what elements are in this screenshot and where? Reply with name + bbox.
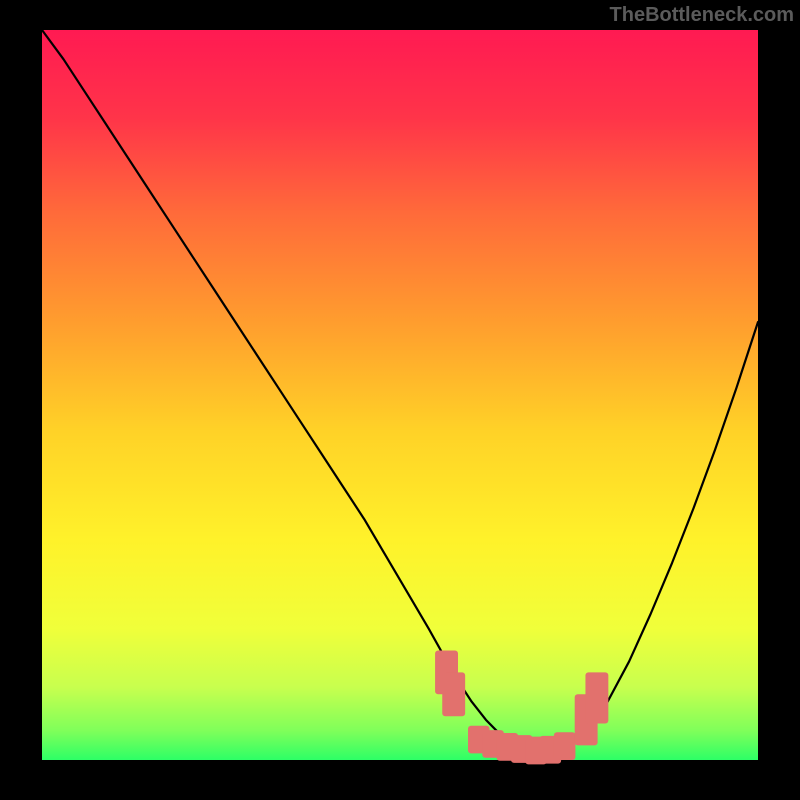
bottleneck-chart: TheBottleneck.com [0,0,800,800]
highlight-marker [554,732,575,760]
watermark-text: TheBottleneck.com [610,4,794,27]
chart-svg [0,0,800,800]
plot-area-background [42,30,758,760]
highlight-marker [585,672,608,723]
highlight-marker [442,672,465,716]
